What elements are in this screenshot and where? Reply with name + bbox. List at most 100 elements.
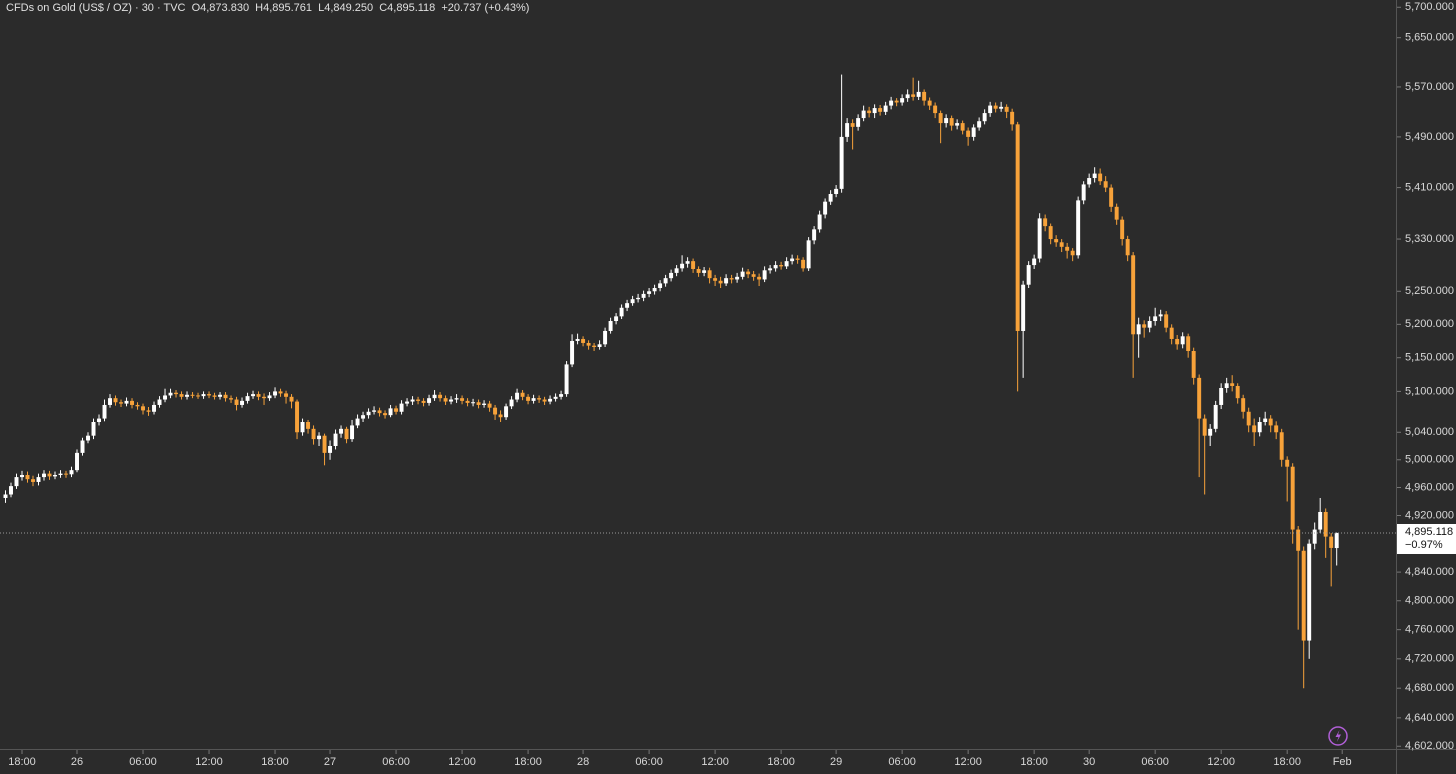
candle-body [691, 261, 696, 269]
candle-body [1026, 265, 1031, 285]
candle-body [317, 435, 322, 440]
candle-body [267, 395, 272, 399]
x-tick-label: 06:00 [1141, 756, 1169, 768]
candle-body [1230, 383, 1235, 386]
candle-body [1219, 388, 1224, 405]
candle-body [1120, 219, 1125, 240]
candle-body [1307, 543, 1312, 641]
candle-body [399, 403, 404, 412]
candle-body [1263, 418, 1268, 422]
candle-body [658, 283, 663, 288]
candle-body [130, 400, 134, 405]
candle-body [570, 340, 575, 365]
candle-body [779, 265, 784, 267]
close-value: C4,895.118 [379, 2, 435, 14]
candle-body [636, 297, 641, 300]
y-tick-label: 4,800.000 [1405, 595, 1454, 607]
x-tick-label: 27 [324, 756, 336, 768]
candle-body [614, 316, 619, 322]
candle-body [845, 123, 850, 137]
y-tick-label: 4,680.000 [1405, 682, 1454, 694]
y-tick-label: 5,200.000 [1405, 318, 1454, 330]
candle-body [1048, 226, 1053, 240]
candle-body [1285, 459, 1290, 467]
x-tick-label: 30 [1083, 756, 1095, 768]
y-tick-label: 5,700.000 [1405, 1, 1454, 13]
candle-body [1087, 178, 1092, 185]
candle-body [190, 394, 195, 396]
candle-body [86, 435, 90, 441]
x-tick-label: 12:00 [195, 756, 223, 768]
y-tick-label: 5,000.000 [1405, 454, 1454, 466]
candle-body [322, 435, 327, 453]
candle-body [806, 240, 811, 269]
candle-body [790, 258, 795, 262]
candle-body [1208, 428, 1213, 436]
candle-body [531, 398, 536, 401]
candle-body [729, 278, 734, 280]
candle-body [185, 394, 190, 397]
candle-body [878, 108, 883, 112]
candle-body [784, 261, 789, 267]
candle-body [284, 393, 289, 397]
candle-body [339, 428, 344, 434]
candle-body [1296, 529, 1301, 551]
candle-body [696, 268, 701, 273]
x-tick-label: 12:00 [701, 756, 729, 768]
candle-body [146, 410, 151, 412]
x-tick-label: 26 [71, 756, 83, 768]
candle-body [553, 396, 558, 399]
candle-body [603, 330, 608, 345]
candle-body [361, 415, 366, 419]
candle-body [762, 270, 767, 280]
plot-area [0, 74, 1396, 689]
candle-body [207, 394, 212, 396]
x-tick-label: 06:00 [129, 756, 157, 768]
open-value: O4,873.830 [192, 2, 250, 14]
candle-body [971, 127, 976, 137]
candle-body [702, 270, 707, 273]
candle-body [102, 404, 107, 419]
x-tick-label: Feb [1333, 756, 1352, 768]
y-tick-label: 5,490.000 [1405, 131, 1454, 143]
candle-body [383, 413, 388, 416]
candle-body [273, 391, 278, 396]
candle-body [861, 110, 866, 119]
candle-body [1092, 173, 1097, 179]
candle-body [295, 401, 300, 433]
price-tag-change: −0.97% [1405, 539, 1443, 551]
candle-body [262, 396, 267, 399]
candle-body [773, 265, 778, 269]
candle-body [1164, 314, 1169, 328]
candle-body [460, 398, 465, 401]
candle-body [509, 399, 514, 407]
candle-body [1147, 321, 1152, 328]
low-value: L4,849.250 [318, 2, 373, 14]
candle-body [867, 110, 872, 114]
candle-body [537, 398, 542, 400]
candle-body [300, 421, 305, 433]
alert-icon[interactable] [1328, 726, 1348, 746]
candle-body [427, 398, 432, 403]
change-value: +20.737 (+0.43%) [441, 2, 529, 14]
candle-body [944, 118, 949, 124]
candle-body [465, 400, 470, 403]
candle-body [201, 394, 206, 397]
candle-body [1070, 250, 1075, 256]
candle-body [817, 214, 822, 230]
candle-body [328, 445, 333, 453]
candle-body [278, 391, 283, 394]
candle-body [916, 91, 921, 97]
candle-body [1235, 385, 1240, 399]
candle-body [124, 400, 129, 404]
candle-body [597, 344, 602, 347]
candle-body [828, 193, 833, 202]
x-tick-label: 12:00 [954, 756, 982, 768]
candle-body [168, 392, 173, 396]
candle-body [223, 394, 228, 399]
candle-body [955, 123, 960, 126]
candle-body [53, 475, 57, 477]
candle-body [1021, 284, 1026, 331]
candle-body [212, 395, 217, 397]
